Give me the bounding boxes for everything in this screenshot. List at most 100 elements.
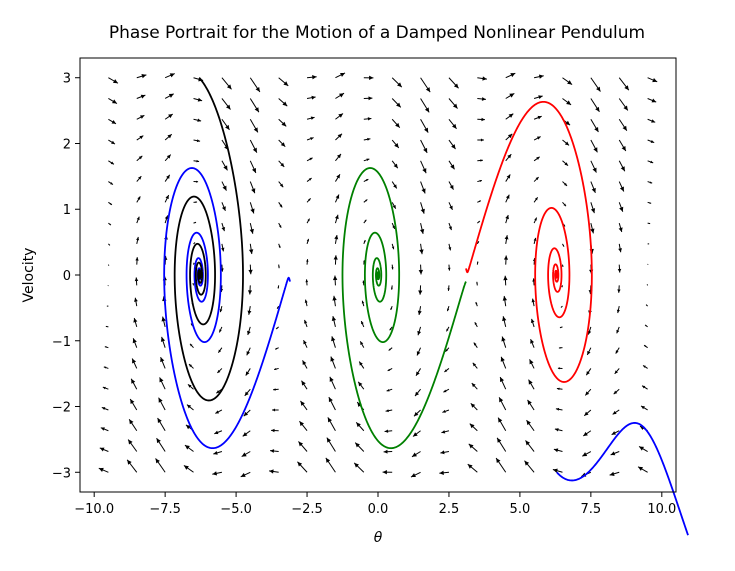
vector-arrow-head bbox=[308, 198, 311, 201]
vector-arrow-head bbox=[253, 127, 258, 133]
vector-arrow-head bbox=[312, 75, 317, 80]
vector-arrow-head bbox=[217, 369, 221, 373]
vector-arrow-head bbox=[390, 287, 393, 290]
vector-arrow-head bbox=[505, 194, 510, 199]
vector-arrow-head bbox=[137, 196, 141, 200]
vector-arrow-head bbox=[311, 95, 316, 100]
vector-arrow-head bbox=[590, 208, 596, 214]
vector-arrow-head bbox=[99, 447, 105, 452]
x-tick-label: 10.0 bbox=[647, 502, 676, 517]
vector-arrow-head bbox=[136, 216, 140, 221]
vector-arrow-head bbox=[474, 322, 477, 325]
vector-arrow-head bbox=[641, 405, 645, 410]
vector-arrow-head bbox=[241, 452, 247, 457]
vector-arrow-head bbox=[448, 226, 452, 231]
vector-arrow-head bbox=[500, 377, 505, 383]
vector-arrow-head bbox=[452, 123, 457, 129]
vector-arrow-head bbox=[132, 338, 137, 344]
vector-arrow-head bbox=[616, 309, 620, 314]
vector-arrow-head bbox=[195, 180, 199, 183]
vector-arrow-head bbox=[254, 107, 259, 113]
x-tick-label: 2.5 bbox=[439, 502, 460, 517]
vector-arrow-head bbox=[595, 106, 600, 112]
vector-arrow-head bbox=[306, 238, 310, 242]
vector-arrow-head bbox=[567, 80, 573, 85]
trajectory-line-4 bbox=[173, 77, 244, 402]
vector-arrow-head bbox=[340, 72, 346, 77]
vector-arrow-head bbox=[188, 364, 192, 368]
vector-arrow-head bbox=[110, 161, 114, 165]
vector-arrow-head bbox=[621, 145, 626, 151]
vector-arrow-head bbox=[472, 362, 477, 367]
vector-arrow-head bbox=[169, 73, 175, 78]
vector-arrow-head bbox=[481, 117, 485, 122]
vector-arrow-head bbox=[615, 350, 619, 354]
vector-arrow-head bbox=[330, 356, 335, 362]
vector-arrow-head bbox=[422, 168, 427, 174]
vector-arrow-head bbox=[110, 182, 113, 185]
vector-arrow-head bbox=[554, 428, 559, 432]
vector-arrow-head bbox=[564, 141, 570, 146]
vector-arrow-head bbox=[564, 182, 568, 186]
vector-arrow-head bbox=[112, 79, 118, 84]
vector-arrow-head bbox=[476, 261, 479, 264]
vector-arrow-head bbox=[221, 226, 226, 232]
vector-arrow-head bbox=[127, 459, 132, 465]
vector-arrow-head bbox=[424, 107, 430, 113]
vector-arrow-head bbox=[394, 143, 399, 148]
vector-arrow-head bbox=[417, 330, 422, 336]
vector-arrow-head bbox=[270, 449, 275, 453]
vector-arrow-head bbox=[558, 347, 561, 349]
vector-arrow-head bbox=[499, 397, 504, 403]
vector-arrow-head bbox=[368, 96, 373, 101]
vector-arrow-head bbox=[530, 339, 535, 344]
vector-arrow-head bbox=[108, 244, 110, 246]
vector-arrow-head bbox=[329, 376, 334, 382]
vector-arrow-head bbox=[186, 404, 192, 409]
vector-arrow-head bbox=[563, 203, 567, 207]
vector-arrow-head bbox=[447, 288, 450, 291]
vector-arrow-head bbox=[527, 399, 532, 405]
vector-arrow-head bbox=[135, 257, 139, 261]
vector-arrow-head bbox=[131, 378, 136, 384]
vector-arrow-head bbox=[335, 194, 340, 199]
vector-arrow-head bbox=[502, 296, 508, 301]
vector-arrow-head bbox=[168, 93, 174, 98]
y-tick-label: −1 bbox=[52, 335, 71, 350]
vector-arrow-head bbox=[213, 450, 218, 455]
vector-arrow-head bbox=[365, 199, 368, 202]
x-tick-label: −5.0 bbox=[220, 502, 252, 517]
vector-arrow-head bbox=[651, 119, 656, 123]
vector-arrow-head bbox=[366, 158, 370, 162]
vector-arrow-head bbox=[560, 306, 562, 308]
vector-arrow-head bbox=[619, 206, 624, 212]
vector-arrow-head bbox=[248, 269, 253, 275]
vector-arrow-head bbox=[132, 358, 137, 364]
vector-arrow-head bbox=[310, 137, 314, 141]
vector-arrow-head bbox=[361, 300, 365, 304]
vector-arrow-head bbox=[448, 247, 452, 251]
vector-arrow-head bbox=[525, 440, 531, 446]
vector-arrow-head bbox=[103, 366, 107, 369]
vector-arrow-head bbox=[129, 419, 134, 425]
vector-arrow-head bbox=[526, 420, 531, 426]
vector-arrow-head bbox=[164, 215, 169, 220]
vector-arrow-head bbox=[410, 473, 416, 478]
vector-arrow-head bbox=[184, 445, 190, 450]
vector-arrow-head bbox=[441, 430, 446, 434]
vector-arrow-head bbox=[397, 82, 402, 88]
vector-arrow-head bbox=[442, 409, 446, 413]
vector-arrow-head bbox=[443, 389, 447, 393]
vector-arrow-head bbox=[306, 259, 309, 262]
vector-arrow-head bbox=[562, 245, 564, 247]
vector-arrow-head bbox=[639, 446, 645, 451]
vector-arrow-head bbox=[496, 458, 501, 464]
y-tick-label: 2 bbox=[63, 137, 71, 152]
y-axis-label: Velocity bbox=[21, 248, 37, 303]
x-tick-label: 0.0 bbox=[368, 502, 389, 517]
vector-arrow-head bbox=[159, 377, 164, 383]
vector-arrow-head bbox=[101, 407, 106, 411]
vector-arrow-head bbox=[362, 280, 365, 283]
vector-arrow-head bbox=[471, 383, 476, 388]
vector-arrow-head bbox=[138, 176, 142, 180]
